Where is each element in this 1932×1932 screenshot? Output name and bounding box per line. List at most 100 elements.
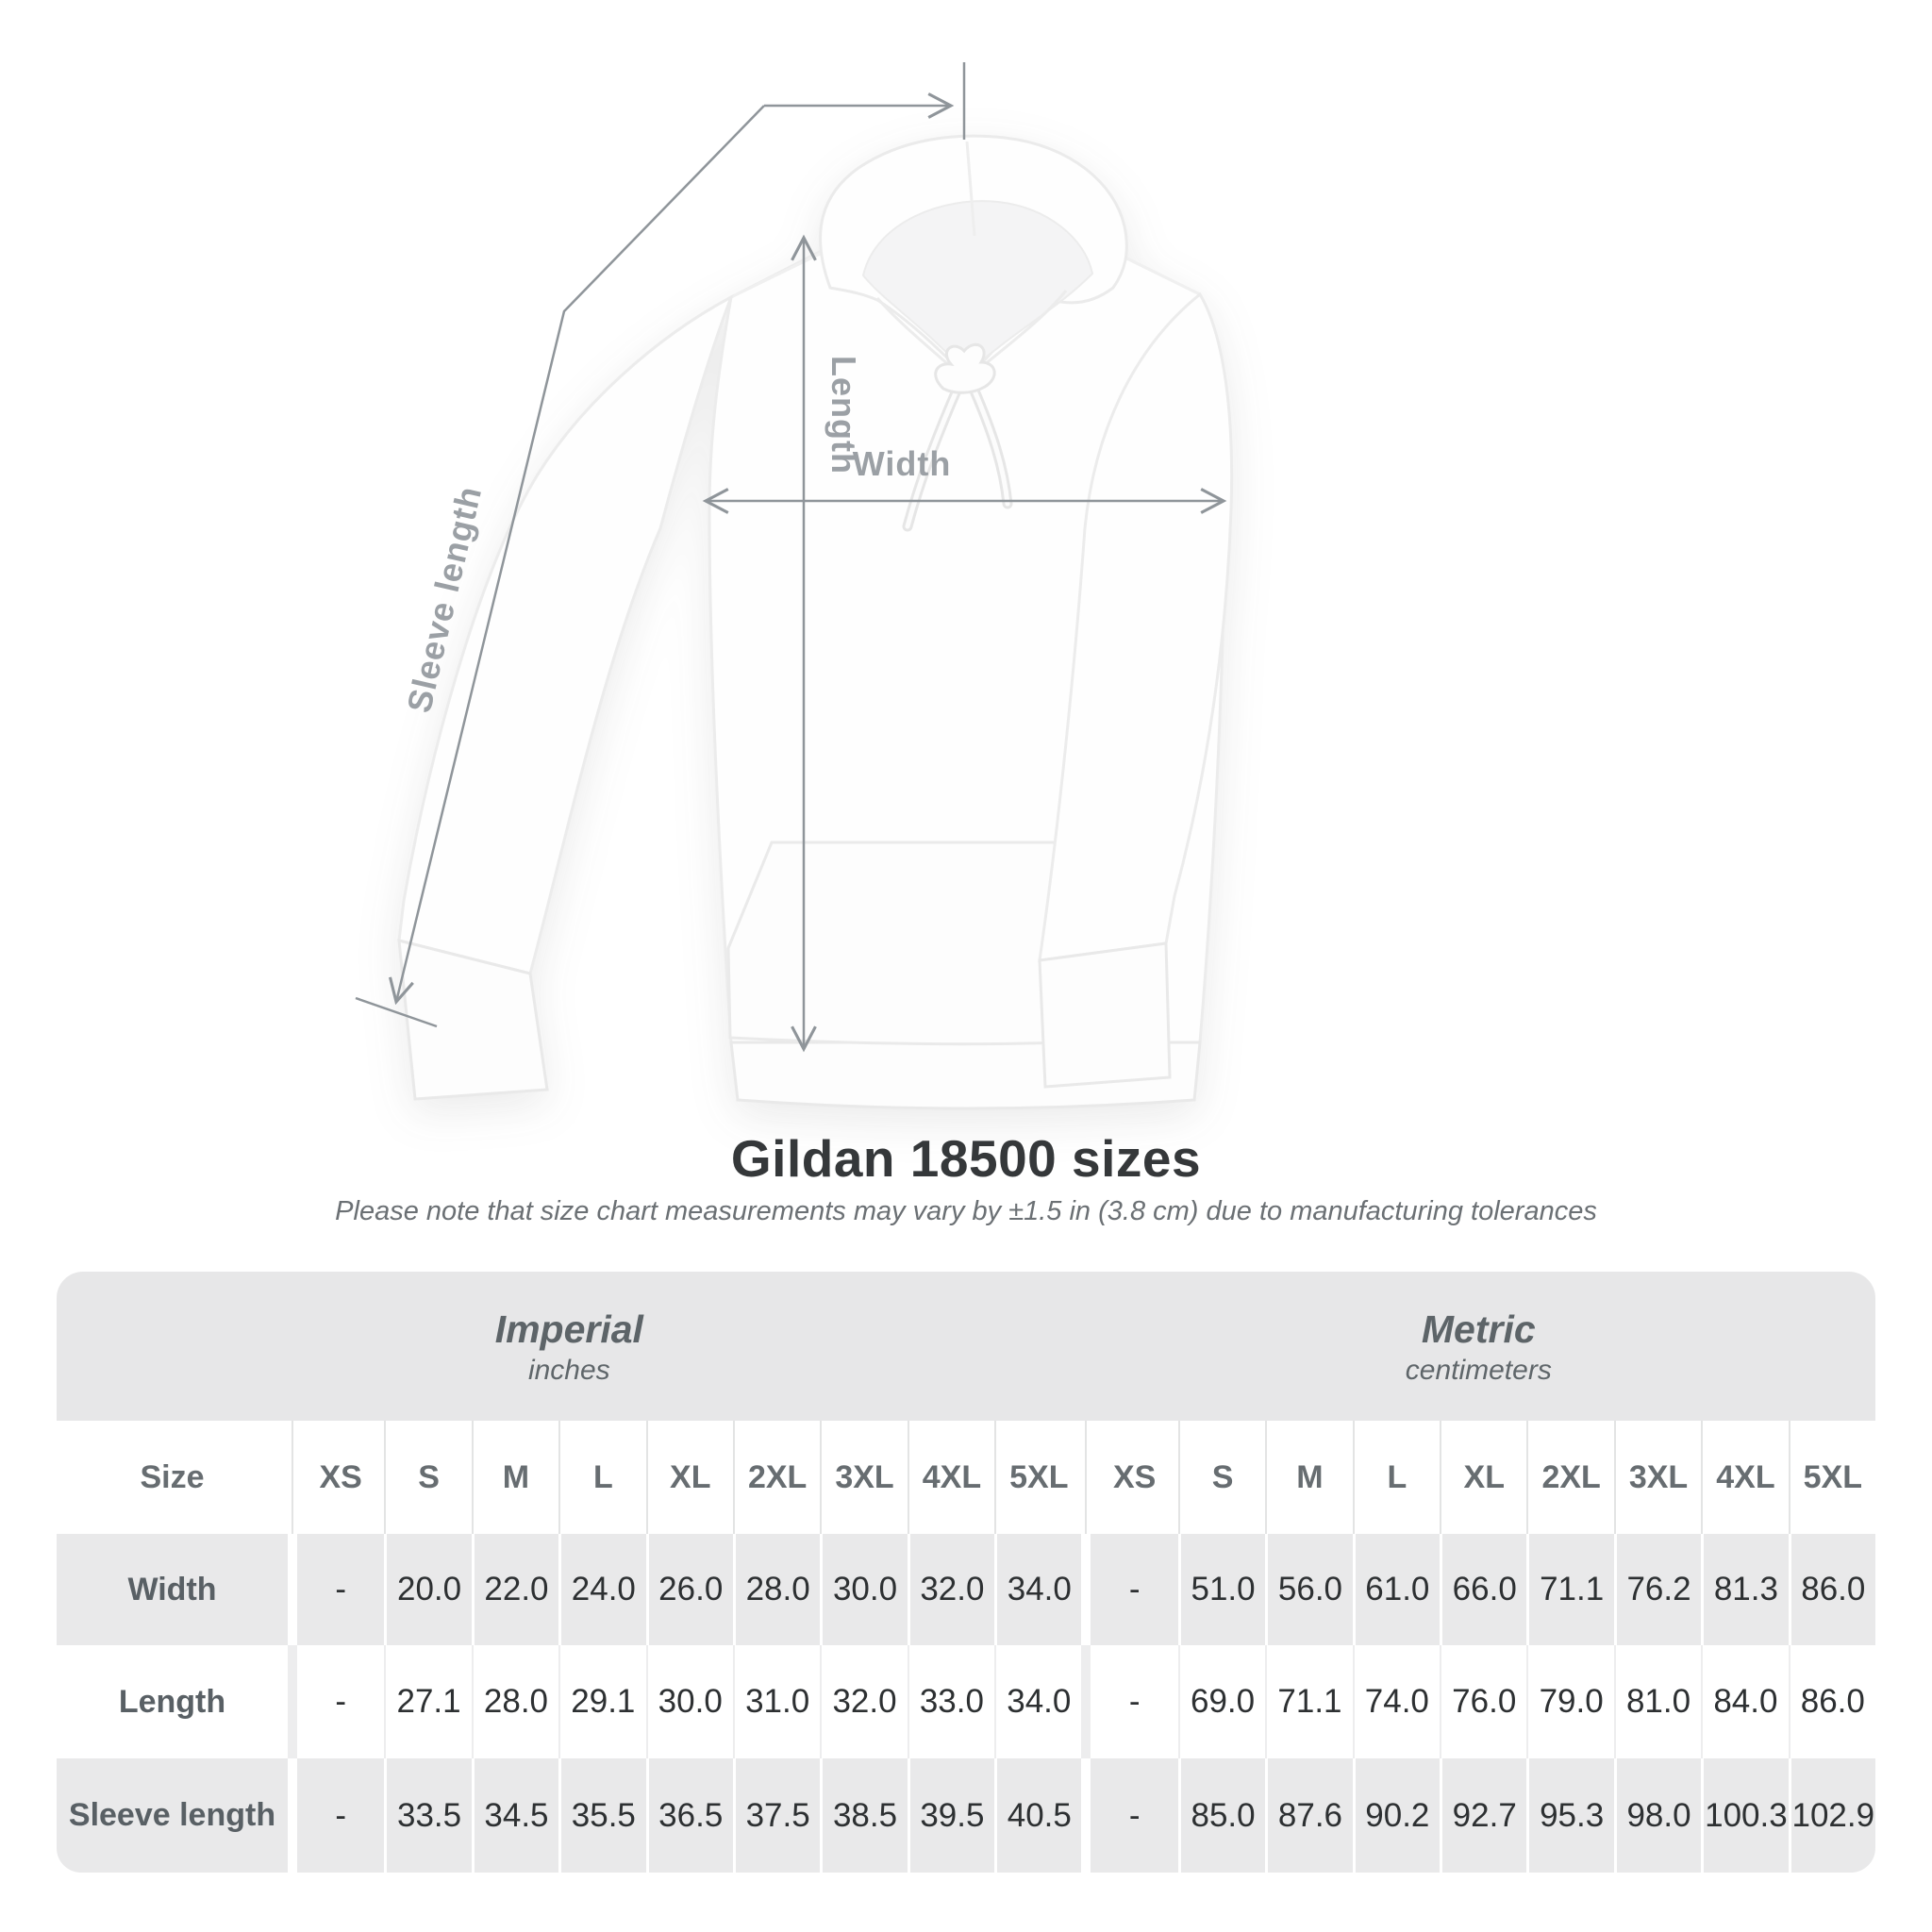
value-cell: 37.5 [732,1758,820,1873]
value-cell: 20.0 [384,1534,471,1645]
unit-group-metric: Metric centimeters [1082,1272,1875,1421]
value-cell: 102.9 [1788,1758,1875,1873]
size-header: 2XL [1526,1421,1613,1534]
value-cell: 39.5 [907,1758,994,1873]
size-table: Imperial inches Metric centimeters Size … [57,1272,1875,1873]
value-cell: 33.5 [384,1758,471,1873]
value-cell: 40.5 [994,1758,1081,1873]
value-cell: 38.5 [820,1758,907,1873]
size-header: M [471,1421,558,1534]
value-cell: 76.2 [1613,1534,1701,1645]
size-header: 3XL [820,1421,907,1534]
value-cell: 74.0 [1352,1645,1440,1758]
value-cell: 30.0 [820,1534,907,1645]
value-cell: 31.0 [732,1645,820,1758]
group-gap [1081,1758,1091,1873]
group-gap [288,1758,297,1873]
value-cell: 90.2 [1352,1758,1440,1873]
size-header: S [384,1421,471,1534]
size-header-row: Size XS S M L XL 2XL 3XL 4XL 5XL XS S M … [57,1421,1875,1534]
value-cell: 98.0 [1613,1758,1701,1873]
value-cell: 85.0 [1177,1758,1265,1873]
sleeve-length-row: Sleeve length - 33.5 34.5 35.5 36.5 37.5… [57,1758,1875,1873]
value-cell: 27.1 [384,1645,471,1758]
sleeve-length-line [388,105,765,1006]
value-cell: 35.5 [558,1758,645,1873]
width-label: Width [853,444,952,483]
left-cuff [397,939,549,1101]
imperial-unit: inches [527,1355,610,1386]
value-cell: 34.0 [994,1534,1081,1645]
size-column-header: Size [140,1458,205,1495]
group-gap [1081,1534,1091,1645]
value-cell: 69.0 [1177,1645,1265,1758]
value-cell: 71.1 [1526,1534,1613,1645]
value-cell: 92.7 [1440,1758,1526,1873]
length-label: Length [824,356,863,475]
value-cell: - [1128,1683,1141,1720]
value-cell: 26.0 [645,1534,733,1645]
size-header: S [1177,1421,1265,1534]
group-gap [288,1645,297,1758]
value-cell: - [335,1571,347,1607]
size-header: 5XL [994,1421,1081,1534]
row-label: Sleeve length [68,1797,276,1833]
value-cell: 56.0 [1265,1534,1352,1645]
length-row: Length - 27.1 28.0 29.1 30.0 31.0 32.0 3… [57,1645,1875,1758]
value-cell: 100.3 [1701,1758,1788,1873]
metric-label: Metric [1421,1307,1536,1351]
value-cell: - [1128,1796,1141,1834]
size-header: XS [1113,1458,1157,1495]
size-header: XL [1440,1421,1526,1534]
group-gap [1081,1645,1091,1758]
value-cell: 22.0 [471,1534,558,1645]
value-cell: 51.0 [1177,1534,1265,1645]
value-cell: - [1128,1571,1141,1607]
hood-seam [965,141,976,237]
right-cuff [1038,941,1172,1089]
value-cell: 84.0 [1701,1645,1788,1758]
value-cell: 36.5 [645,1758,733,1873]
value-cell: 61.0 [1352,1534,1440,1645]
value-cell: 30.0 [645,1645,733,1758]
size-header: 4XL [1701,1421,1788,1534]
hoodie-illustration [397,134,1234,1110]
value-cell: 24.0 [558,1534,645,1645]
size-header: M [1265,1421,1352,1534]
value-cell: 81.0 [1613,1645,1701,1758]
imperial-label: Imperial [494,1307,643,1351]
value-cell: 34.5 [471,1758,558,1873]
group-gap [288,1534,297,1645]
width-row: Width - 20.0 22.0 24.0 26.0 28.0 30.0 32… [57,1534,1875,1645]
value-cell: 79.0 [1526,1645,1613,1758]
value-cell: 87.6 [1265,1758,1352,1873]
value-cell: 95.3 [1526,1758,1613,1873]
size-header: XL [645,1421,733,1534]
tolerance-note: Please note that size chart measurements… [335,1196,1597,1226]
size-header: L [1352,1421,1440,1534]
value-cell: 32.0 [820,1645,907,1758]
value-cell: 33.0 [907,1645,994,1758]
value-cell: 66.0 [1440,1534,1526,1645]
size-header: XS [319,1458,362,1495]
value-cell: 86.0 [1788,1645,1875,1758]
unit-group-imperial: Imperial inches [57,1272,1082,1421]
value-cell: - [335,1796,347,1834]
row-label: Length [118,1683,226,1720]
value-cell: 81.3 [1701,1534,1788,1645]
sleeve-end-tick-bottom [355,996,438,1028]
value-cell: - [335,1683,347,1720]
value-cell: 86.0 [1788,1534,1875,1645]
value-cell: 29.1 [558,1645,645,1758]
hood-lining [861,200,1094,375]
value-cell: 34.0 [994,1645,1081,1758]
size-header: 4XL [907,1421,994,1534]
value-cell: 71.1 [1265,1645,1352,1758]
value-cell: 32.0 [907,1534,994,1645]
value-cell: 28.0 [732,1534,820,1645]
value-cell: 28.0 [471,1645,558,1758]
group-gap [288,1421,297,1534]
size-header: 5XL [1788,1421,1875,1534]
row-label: Width [127,1571,217,1607]
size-header: L [558,1421,645,1534]
